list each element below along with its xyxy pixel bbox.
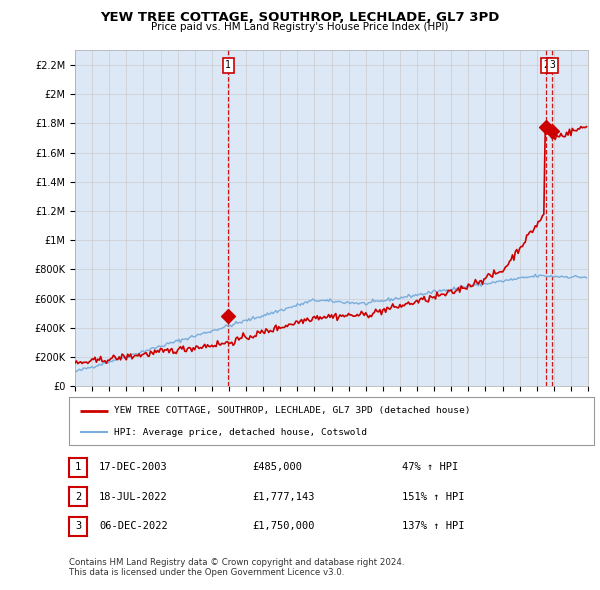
Text: 06-DEC-2022: 06-DEC-2022 <box>99 522 168 531</box>
Text: 18-JUL-2022: 18-JUL-2022 <box>99 492 168 502</box>
Text: 2: 2 <box>75 492 81 502</box>
Point <box>223 311 233 320</box>
Text: Contains HM Land Registry data © Crown copyright and database right 2024.
This d: Contains HM Land Registry data © Crown c… <box>69 558 404 577</box>
Text: Price paid vs. HM Land Registry's House Price Index (HPI): Price paid vs. HM Land Registry's House … <box>151 22 449 32</box>
Text: £1,777,143: £1,777,143 <box>252 492 314 502</box>
Text: 47% ↑ HPI: 47% ↑ HPI <box>402 463 458 472</box>
Text: 1: 1 <box>225 60 231 70</box>
Text: 151% ↑ HPI: 151% ↑ HPI <box>402 492 464 502</box>
Text: YEW TREE COTTAGE, SOUTHROP, LECHLADE, GL7 3PD: YEW TREE COTTAGE, SOUTHROP, LECHLADE, GL… <box>100 11 500 24</box>
Text: 3: 3 <box>550 60 556 70</box>
Text: £485,000: £485,000 <box>252 463 302 472</box>
Text: £1,750,000: £1,750,000 <box>252 522 314 531</box>
Text: 1: 1 <box>75 463 81 472</box>
Point <box>548 126 557 135</box>
Text: 2: 2 <box>543 60 549 70</box>
Text: 137% ↑ HPI: 137% ↑ HPI <box>402 522 464 531</box>
Text: HPI: Average price, detached house, Cotswold: HPI: Average price, detached house, Cots… <box>113 428 367 437</box>
Text: 17-DEC-2003: 17-DEC-2003 <box>99 463 168 472</box>
Text: 3: 3 <box>75 522 81 531</box>
Text: YEW TREE COTTAGE, SOUTHROP, LECHLADE, GL7 3PD (detached house): YEW TREE COTTAGE, SOUTHROP, LECHLADE, GL… <box>113 406 470 415</box>
Point <box>541 122 551 132</box>
